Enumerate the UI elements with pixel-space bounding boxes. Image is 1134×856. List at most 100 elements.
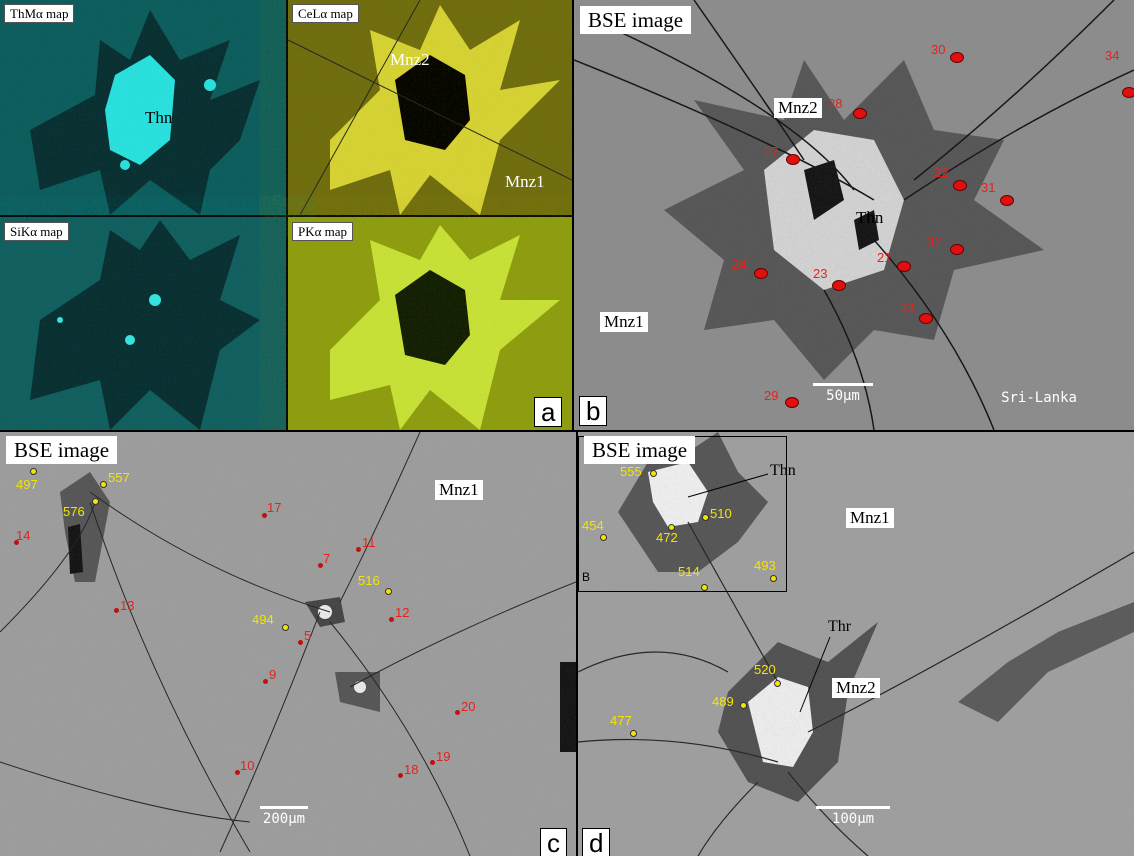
thn-label-d: Thn (770, 462, 796, 479)
spot-label: 576 (63, 504, 85, 519)
spot-label: 19 (436, 749, 451, 764)
element-map-mosaic (0, 0, 572, 430)
spot-marker (740, 702, 747, 709)
spot-marker (1122, 87, 1134, 98)
spot-label: 493 (754, 558, 776, 573)
spot-label: 5 (304, 628, 312, 643)
mnz1-label-d: Mnz1 (846, 508, 894, 528)
bse-title-b: BSE image (580, 6, 692, 34)
spot-label: 497 (16, 477, 38, 492)
spot-label: 21 (877, 250, 892, 265)
spot-label: 557 (108, 470, 130, 485)
spot-marker (282, 624, 289, 631)
spot-label: 28 (828, 96, 843, 111)
panel-b-bse: BSE image Mnz2 Thn Mnz1 30 34 28 27 22 3… (574, 0, 1134, 430)
spot-label: 477 (610, 713, 632, 728)
panel-letter-b: b (579, 396, 608, 426)
si-map-label: SiKα map (4, 222, 69, 241)
spot-marker (668, 524, 675, 531)
thn-label-a: Thn (145, 108, 173, 127)
spot-marker (263, 679, 268, 684)
spot-label: 13 (120, 598, 135, 613)
mnz2-label-a: Mnz2 (390, 50, 430, 69)
mnz1-label-a: Mnz1 (505, 172, 545, 191)
spot-marker (701, 584, 708, 591)
spot-marker (950, 244, 964, 255)
bse-texture-c (0, 432, 576, 856)
spot-marker (1000, 195, 1014, 206)
panel-c-bse: BSE image Mnz1 17 14 11 7 13 12 5 9 20 1… (0, 432, 576, 856)
scale-label-b: 50μm (826, 388, 860, 404)
panel-d-bse: BSE image Thn Mnz1 Thr Mnz2 B 555 510 45… (578, 432, 1134, 856)
spot-label: 11 (362, 535, 376, 550)
spot-marker (786, 154, 800, 165)
spot-label: 18 (404, 762, 419, 777)
bse-title-d: BSE image (584, 436, 696, 464)
spot-marker (318, 563, 323, 568)
scale-bar-b: 50μm (798, 383, 888, 404)
scale-bar-c: 200μm (244, 806, 324, 827)
spot-marker (650, 470, 657, 477)
spot-label: 31 (981, 180, 996, 195)
spot-label: 12 (395, 605, 410, 620)
spot-marker (950, 52, 964, 63)
spot-label: 23 (813, 266, 828, 281)
spot-label: 32 (927, 234, 942, 249)
spot-marker (92, 498, 99, 505)
spot-marker (356, 547, 361, 552)
scale-label-c: 200μm (262, 811, 306, 827)
spot-label: 494 (252, 612, 274, 627)
spot-marker (785, 397, 799, 408)
spot-marker (702, 514, 709, 521)
inset-label: B (582, 570, 591, 584)
spot-marker (897, 261, 911, 272)
th-map-label: ThMα map (4, 4, 75, 23)
spot-marker (770, 575, 777, 582)
spot-marker (298, 640, 303, 645)
mnz1-label-c: Mnz1 (435, 480, 483, 500)
spot-label: 20 (461, 699, 476, 714)
spot-marker (398, 773, 403, 778)
spot-label: 472 (656, 530, 678, 545)
spot-marker (455, 710, 460, 715)
spot-marker (754, 268, 768, 279)
scale-label-d: 100μm (831, 811, 875, 827)
spot-label: 7 (323, 551, 331, 566)
panel-a-element-maps: ThMα map Thn CeLα map Mnz2 Mnz1 SiKα map… (0, 0, 572, 430)
spot-label: 520 (754, 662, 776, 677)
spot-label: 10 (240, 758, 255, 773)
spot-label: 510 (710, 506, 732, 521)
panel-letter-c: c (540, 828, 567, 856)
spot-label: 489 (712, 694, 734, 709)
thn-label-b: Thn (856, 208, 884, 227)
mnz2-label-d: Mnz2 (832, 678, 880, 698)
spot-label: 30 (931, 42, 946, 57)
spot-marker (235, 770, 240, 775)
spot-label: 33 (900, 300, 915, 315)
p-map-label: PKα map (292, 222, 354, 241)
spot-label: 555 (620, 464, 642, 479)
spot-marker (919, 313, 933, 324)
spot-label: 9 (269, 667, 277, 682)
spot-label: 514 (678, 564, 700, 579)
spot-marker (389, 617, 394, 622)
spot-label: 27 (764, 144, 779, 159)
scale-bar-d: 100μm (808, 806, 898, 827)
ce-map-label: CeLα map (292, 4, 359, 23)
spot-label: 14 (16, 528, 31, 543)
spot-label: 24 (732, 257, 747, 272)
spot-marker (385, 588, 392, 595)
spot-marker (430, 760, 435, 765)
bse-title-c: BSE image (6, 436, 118, 464)
spot-marker (14, 540, 19, 545)
spot-marker (853, 108, 867, 119)
spot-marker (114, 608, 119, 613)
bse-texture-d (578, 432, 1134, 856)
spot-label: 29 (764, 388, 779, 403)
spot-label: 516 (358, 573, 380, 588)
thr-label-d: Thr (828, 618, 852, 635)
mnz1-label-b: Mnz1 (600, 312, 648, 332)
spot-marker (262, 513, 267, 518)
spot-marker (600, 534, 607, 541)
spot-marker (30, 468, 37, 475)
